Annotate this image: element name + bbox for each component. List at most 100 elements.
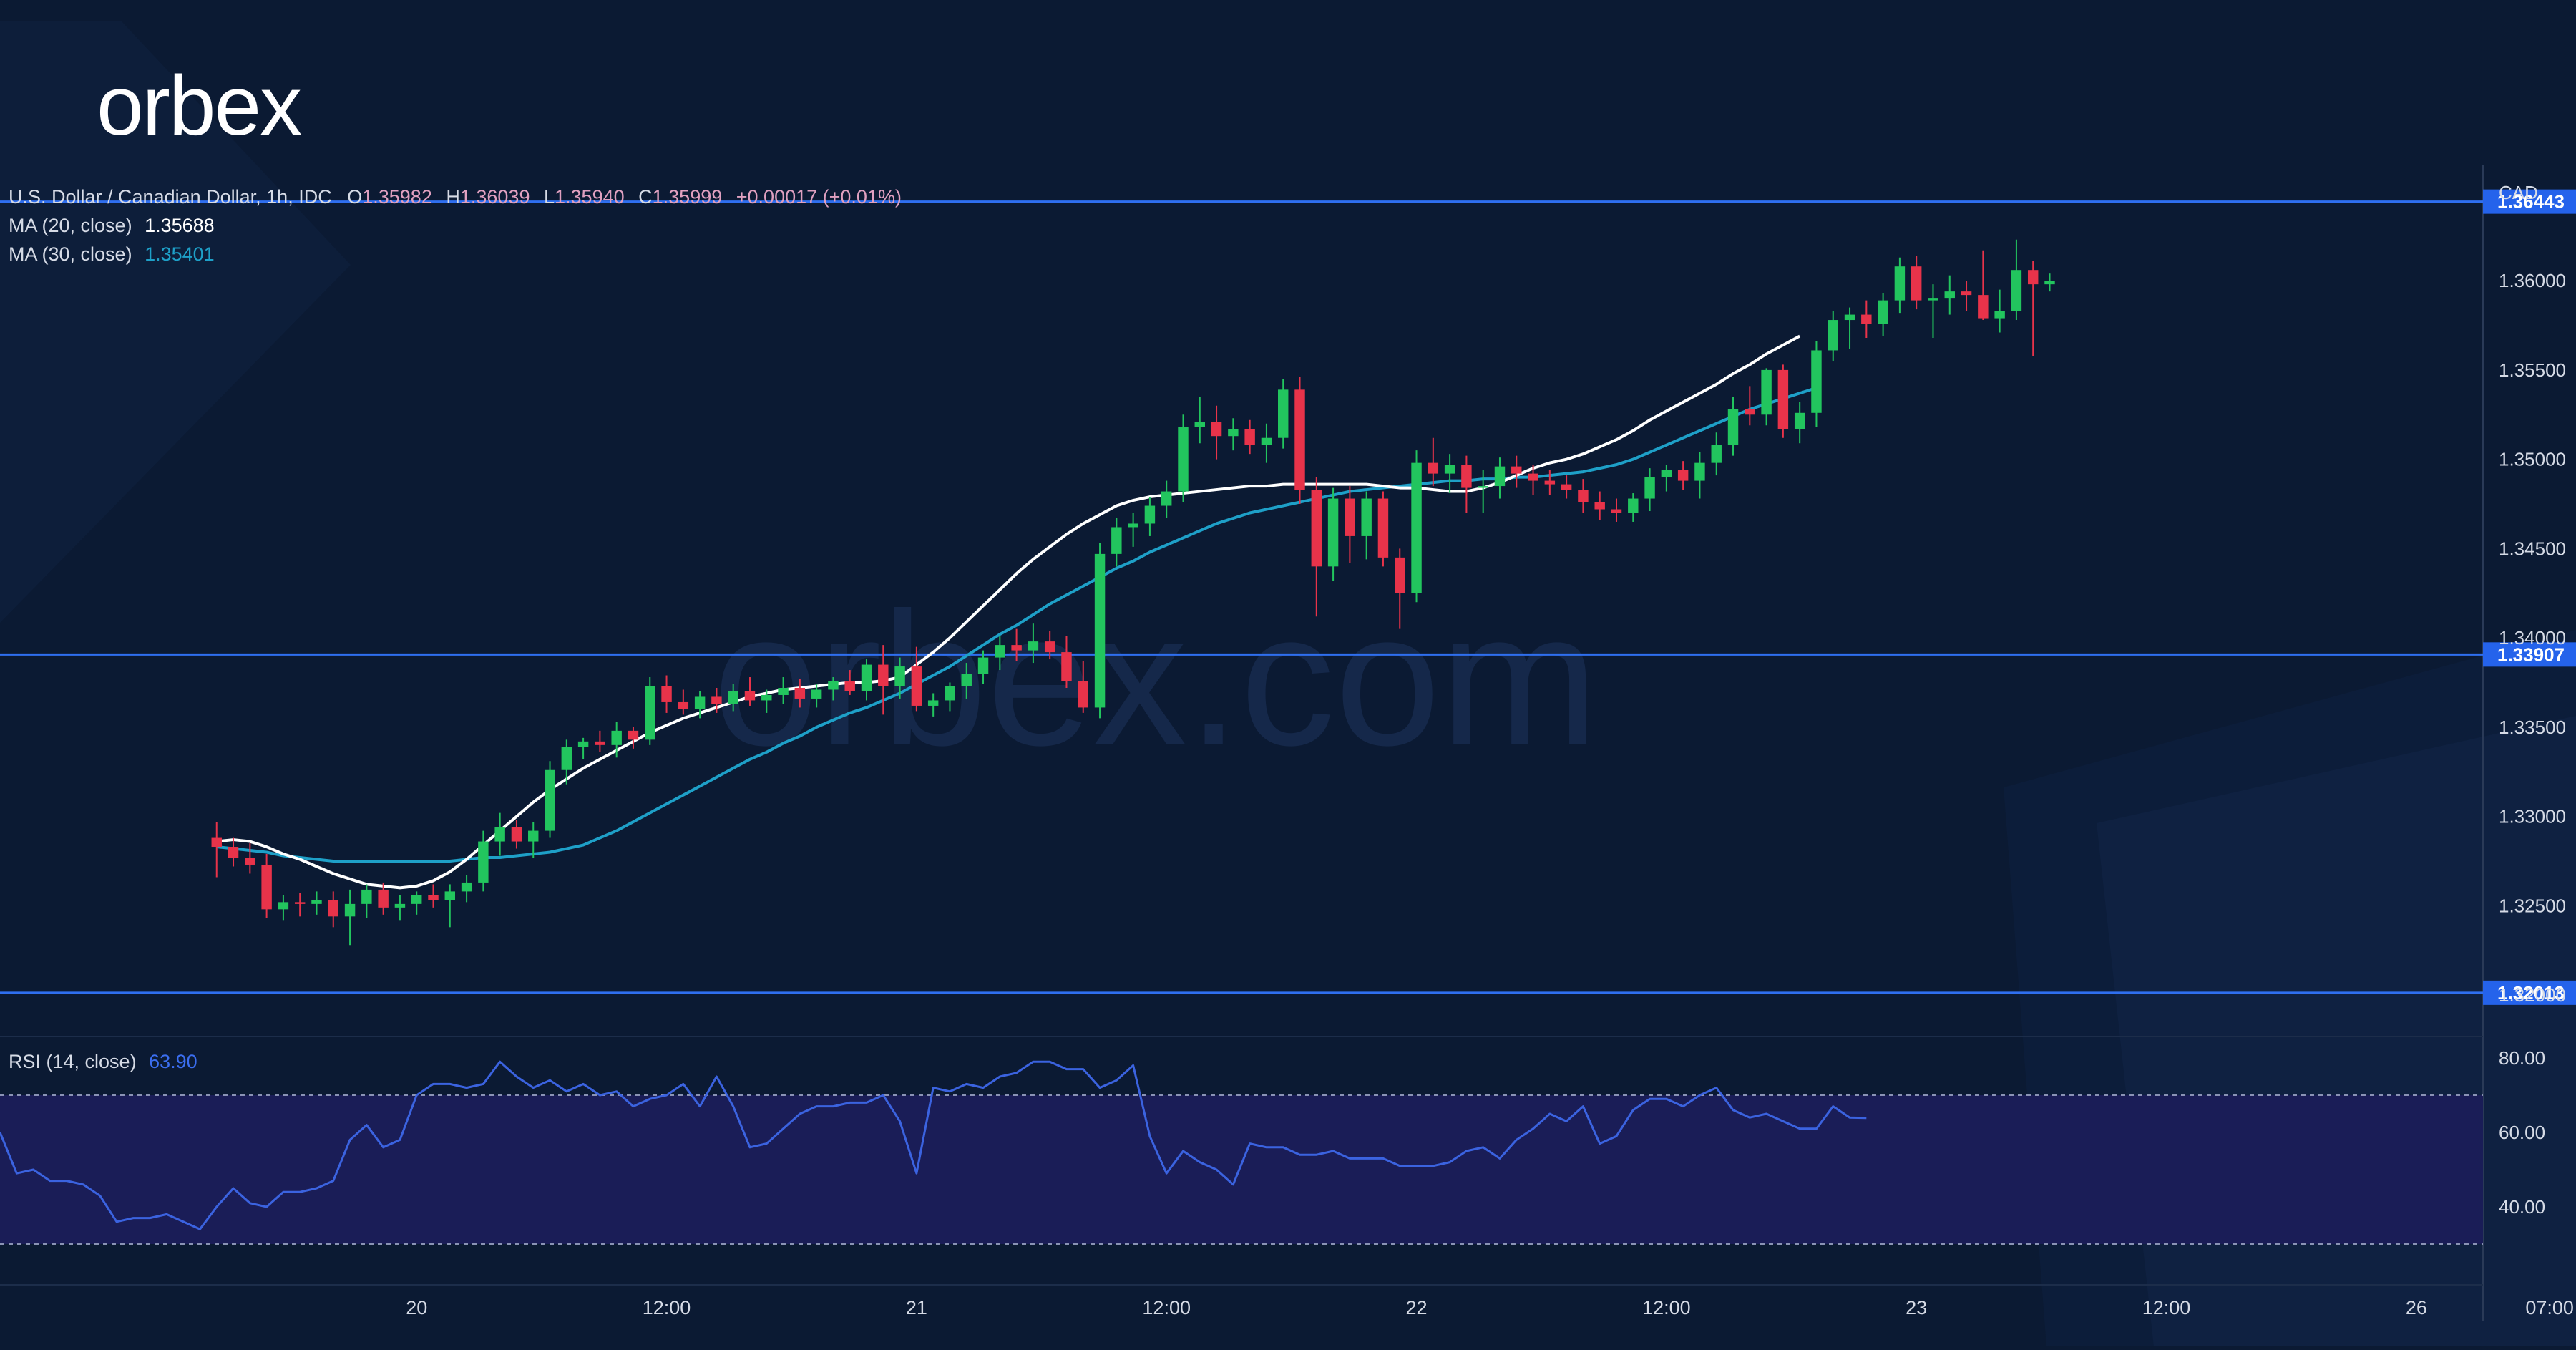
candle[interactable] [378,882,389,915]
candle[interactable] [1711,432,1722,476]
candle[interactable] [428,884,439,908]
candle[interactable] [811,684,822,708]
candle[interactable] [328,891,338,928]
candle[interactable] [1361,491,1372,560]
candle[interactable] [844,670,855,695]
candle[interactable] [595,730,605,752]
candle[interactable] [1611,498,1622,522]
candle[interactable] [1544,470,1556,495]
candle[interactable] [1044,631,1055,660]
candle[interactable] [1211,405,1222,460]
candle[interactable] [1794,402,1805,444]
candle[interactable] [1194,397,1205,444]
candle[interactable] [1178,414,1189,502]
candle[interactable] [1978,250,1989,321]
candle[interactable] [778,677,789,704]
candle[interactable] [1811,341,1822,427]
candle[interactable] [1878,293,1888,336]
candle[interactable] [661,675,672,713]
candle[interactable] [1345,486,1355,563]
candle[interactable] [1928,284,1938,338]
candle[interactable] [1661,465,1672,492]
candle[interactable] [1828,311,1838,361]
candle[interactable] [511,820,522,849]
candle[interactable] [294,893,306,917]
candle[interactable] [744,677,756,706]
candle[interactable] [311,891,322,915]
candle[interactable] [2027,261,2039,356]
candle[interactable] [678,689,689,715]
candle[interactable] [728,684,738,712]
candle[interactable] [1528,465,1538,495]
candle[interactable] [444,884,456,928]
candle[interactable] [945,682,955,712]
candle[interactable] [528,822,539,858]
candle[interactable] [1594,491,1605,520]
candle[interactable] [1861,300,1872,338]
candle[interactable] [927,693,939,717]
candle[interactable] [1644,468,1655,511]
candle[interactable] [2044,273,2055,292]
candle[interactable] [1911,256,1922,310]
candle[interactable] [977,650,989,684]
candle[interactable] [1094,543,1106,719]
candle[interactable] [1228,418,1239,451]
candle[interactable] [1428,437,1439,487]
candle[interactable] [828,677,839,701]
candle[interactable] [394,895,406,921]
candle[interactable] [211,822,222,878]
candle[interactable] [645,677,655,745]
candle[interactable] [1294,377,1305,505]
candle[interactable] [1628,493,1639,522]
candle[interactable] [628,727,639,749]
candles[interactable] [211,239,2055,946]
candle[interactable] [1461,455,1472,513]
candle[interactable] [1894,257,1906,314]
candle[interactable] [1694,452,1705,499]
candle[interactable] [1777,364,1789,438]
candle[interactable] [1511,455,1522,488]
candle[interactable] [411,891,422,915]
candle[interactable] [694,691,706,719]
candle[interactable] [1944,275,1955,315]
candle[interactable] [1278,379,1289,449]
candle[interactable] [461,875,472,903]
candle[interactable] [1327,487,1339,581]
candle[interactable] [1128,513,1138,547]
candle[interactable] [478,830,489,892]
candle[interactable] [1377,491,1389,567]
candle[interactable] [995,636,1005,671]
candle[interactable] [361,884,372,918]
candle[interactable] [1311,477,1322,617]
candle[interactable] [1961,281,1972,311]
candle[interactable] [911,646,922,712]
candle[interactable] [794,679,806,708]
candle[interactable] [861,659,872,701]
candle[interactable] [1561,475,1572,499]
candle[interactable] [1261,423,1272,463]
candle[interactable] [545,761,555,838]
candle[interactable] [961,663,972,699]
candle[interactable] [245,843,255,874]
candle[interactable] [561,739,572,785]
candle[interactable] [1395,548,1405,629]
candle[interactable] [261,854,272,918]
candle[interactable] [1011,628,1022,661]
candle[interactable] [1745,386,1755,426]
candle[interactable] [1478,470,1488,513]
candle[interactable] [1761,368,1772,426]
candle[interactable] [1494,457,1506,499]
candle[interactable] [1244,419,1255,455]
candle[interactable] [577,737,589,759]
candle[interactable] [228,837,239,867]
candle[interactable] [1994,289,2005,333]
candle[interactable] [2011,239,2022,321]
candle[interactable] [878,645,889,715]
candle[interactable] [711,687,722,713]
candle[interactable] [494,812,505,856]
candle[interactable] [1727,397,1739,456]
candle[interactable] [1078,661,1088,713]
candle[interactable] [894,657,905,699]
candle[interactable] [1061,636,1072,688]
